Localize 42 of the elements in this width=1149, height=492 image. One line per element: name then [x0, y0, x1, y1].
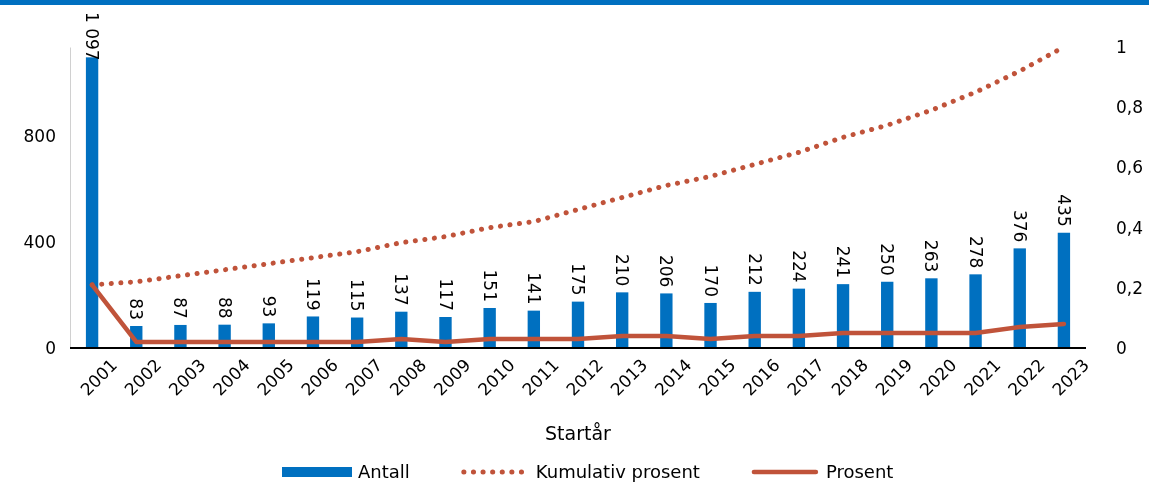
legend-label: Antall [358, 461, 410, 482]
x-axis-title: Startår [545, 422, 612, 444]
data-label: 87 [170, 297, 191, 319]
data-label: 115 [347, 279, 368, 312]
data-label: 175 [568, 263, 589, 296]
data-label: 141 [523, 272, 544, 305]
data-label: 93 [258, 295, 279, 318]
data-label: 151 [479, 269, 500, 302]
legend-label: Kumulativ prosent [535, 461, 700, 482]
data-label: 376 [1009, 209, 1030, 243]
data-label: 83 [126, 298, 147, 321]
data-label: 170 [700, 264, 721, 297]
y2-tick-label: 0,4 [1116, 217, 1144, 238]
data-label: 210 [612, 253, 633, 287]
bar [85, 57, 99, 348]
data-label: 224 [788, 250, 809, 283]
y-tick-label: 800 [23, 125, 56, 146]
data-label: 250 [877, 243, 898, 276]
data-label: 206 [656, 254, 677, 288]
data-label: 241 [833, 245, 854, 279]
y-tick-label: 400 [23, 231, 56, 252]
y2-tick-label: 0 [1116, 337, 1127, 358]
data-label: 212 [744, 253, 765, 286]
legend-label: Prosent [825, 461, 894, 482]
data-label: 88 [214, 297, 235, 319]
bar [969, 274, 982, 348]
bar [925, 278, 938, 348]
y2-tick-label: 0,6 [1116, 157, 1144, 178]
data-label: 1 097 [82, 12, 103, 61]
data-label: 278 [965, 235, 986, 269]
data-label: 263 [921, 239, 942, 273]
data-label: 119 [303, 278, 324, 311]
bar [660, 293, 673, 348]
bar [1013, 248, 1026, 348]
y2-tick-label: 0,2 [1116, 277, 1144, 298]
data-label: 117 [435, 278, 456, 311]
y-tick-label: 0 [45, 337, 56, 358]
y2-tick-label: 0,8 [1116, 97, 1144, 118]
y2-tick-label: 1 [1116, 36, 1127, 57]
data-label: 137 [391, 273, 412, 306]
data-label: 435 [1053, 194, 1074, 227]
bar [1057, 232, 1071, 348]
